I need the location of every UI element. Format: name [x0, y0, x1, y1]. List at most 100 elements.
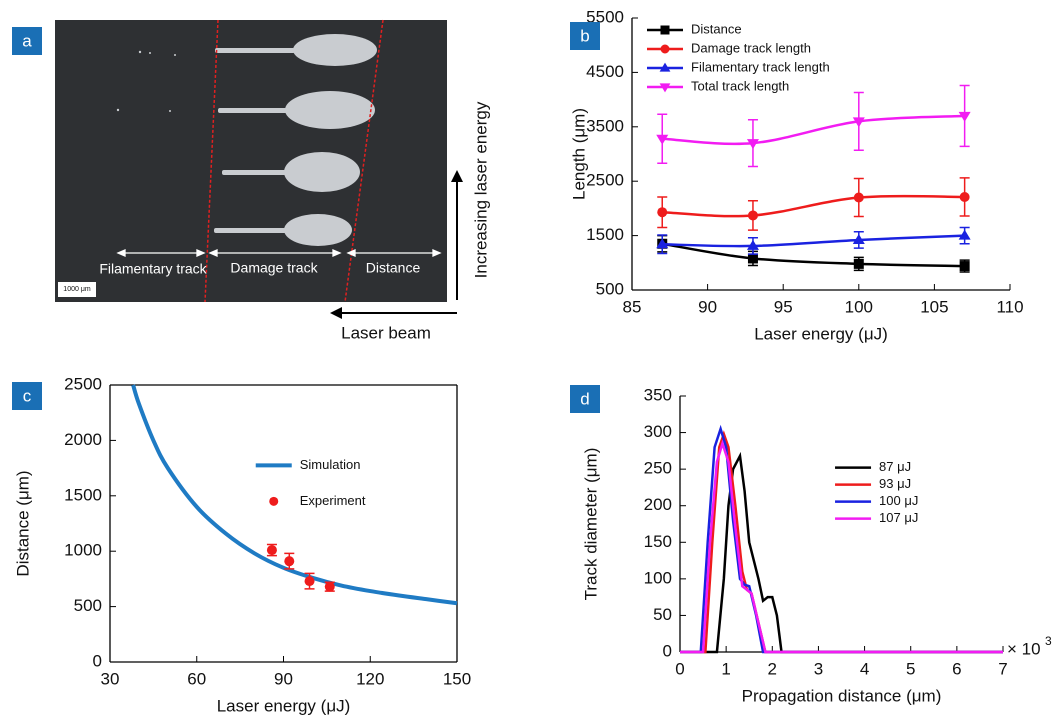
region-label: Damage track: [230, 260, 318, 276]
marker: [852, 233, 865, 244]
marker: [852, 117, 865, 128]
x-tick-label: 2: [768, 659, 777, 678]
y-tick-label: 2000: [64, 430, 102, 449]
series-line: [662, 194, 965, 218]
y-tick-label: 3500: [586, 116, 624, 135]
panel-label: a: [22, 31, 32, 50]
x-tick-label: 120: [356, 669, 384, 688]
legend-label: Damage track length: [691, 40, 811, 55]
panel-label: b: [580, 26, 589, 45]
legend-label: Experiment: [300, 493, 366, 508]
panel-badge: [570, 385, 600, 413]
y-tick-label: 150: [644, 532, 672, 551]
legend-marker: [269, 496, 279, 506]
y-tick-label: 200: [644, 495, 672, 514]
y-tick-label: 350: [644, 385, 672, 404]
x-tick-label: 4: [860, 659, 869, 678]
legend-label: 107 μJ: [879, 510, 918, 525]
series-line: [680, 451, 1003, 654]
x-axis-label: Laser energy (μJ): [217, 696, 351, 715]
tracks: [116, 34, 377, 246]
legend-label: 100 μJ: [879, 493, 918, 508]
legend-label: Filamentary track length: [691, 59, 830, 74]
y-tick-label: 1000: [64, 541, 102, 560]
marker: [746, 239, 759, 250]
x-multiplier: × 10: [1007, 639, 1041, 658]
x-tick-label: 7: [998, 659, 1007, 678]
scale-bar-label: 1000 μm: [63, 286, 91, 293]
series-line: [662, 234, 965, 248]
y-tick-label: 5500: [586, 7, 624, 26]
x-tick-label: 150: [443, 669, 471, 688]
panel-badge: [12, 27, 42, 55]
legend-label: Distance: [691, 21, 742, 36]
y-tick-label: 1500: [586, 225, 624, 244]
panel-label: c: [23, 386, 32, 405]
x-tick-label: 90: [698, 297, 717, 316]
x-tick-label: 60: [187, 669, 206, 688]
marker: [324, 581, 335, 592]
y-tick-label: 50: [653, 605, 672, 624]
marker: [853, 258, 864, 269]
series-line: [662, 242, 965, 268]
micrograph: [55, 20, 447, 302]
panel-label: d: [580, 389, 589, 408]
x-tick-label: 110: [996, 297, 1023, 316]
marker: [958, 229, 971, 240]
marker: [746, 139, 759, 150]
legend-label: Simulation: [300, 457, 361, 472]
micrograph-panel: Filamentary track Damage track Distance …: [12, 19, 490, 342]
y-tick-label: 4500: [586, 62, 624, 81]
x-tick-label: 6: [952, 659, 961, 678]
region-label: Distance: [366, 260, 421, 276]
x-tick-label: 90: [274, 669, 293, 688]
y-tick-label: 0: [93, 651, 102, 670]
x-tick-label: 1: [721, 659, 730, 678]
arrow-head: [451, 170, 463, 182]
series-line: [680, 439, 1003, 654]
y-axis-label: Track diameter (μm): [581, 448, 600, 601]
panel-badge: [570, 22, 600, 50]
marker: [657, 207, 668, 218]
y-tick-label: 0: [663, 641, 672, 660]
y-tick-label: 250: [644, 459, 672, 478]
x-tick-label: 3: [814, 659, 823, 678]
y-tick-label: 500: [74, 596, 102, 615]
region-arrows: [116, 249, 442, 257]
x-tick-label: 5: [906, 659, 915, 678]
series-line: [131, 384, 458, 606]
y-tick-label: 300: [644, 422, 672, 441]
scale-bar: [58, 282, 96, 297]
legend-label: 87 μJ: [879, 459, 911, 474]
y-tick-label: 2500: [586, 171, 624, 190]
legend-label: 93 μJ: [879, 476, 911, 491]
legend-marker: [660, 44, 670, 54]
chart: 0 1 2 3 4 5 6 7 0 50 100 150 200 250 300 350 Propagation…: [570, 385, 1052, 705]
marker: [959, 191, 970, 202]
marker: [958, 111, 971, 122]
x-tick-label: 100: [845, 297, 873, 316]
x-axis-label: Laser energy (μJ): [754, 324, 888, 343]
legend-marker: [659, 83, 671, 93]
marker: [656, 238, 669, 249]
x-tick-label: 105: [920, 297, 948, 316]
x-tick-label: 30: [101, 669, 120, 688]
x-axis-label: Propagation distance (μm): [742, 686, 942, 705]
marker: [959, 261, 970, 272]
y-axis-label: Distance (μm): [13, 470, 32, 576]
arrow-label: Laser beam: [341, 323, 431, 342]
arrow-label: Increasing laser energy: [471, 101, 490, 278]
y-axis-label: Length (μm): [569, 108, 588, 200]
marker: [304, 576, 315, 587]
region-label: Filamentary track: [99, 261, 207, 277]
marker: [747, 253, 758, 264]
y-tick-label: 2500: [64, 374, 102, 393]
marker: [747, 210, 758, 221]
marker: [284, 556, 295, 567]
x-multiplier-exponent: 3: [1045, 634, 1052, 648]
arrow-head: [330, 307, 342, 319]
y-tick-label: 100: [644, 568, 672, 587]
